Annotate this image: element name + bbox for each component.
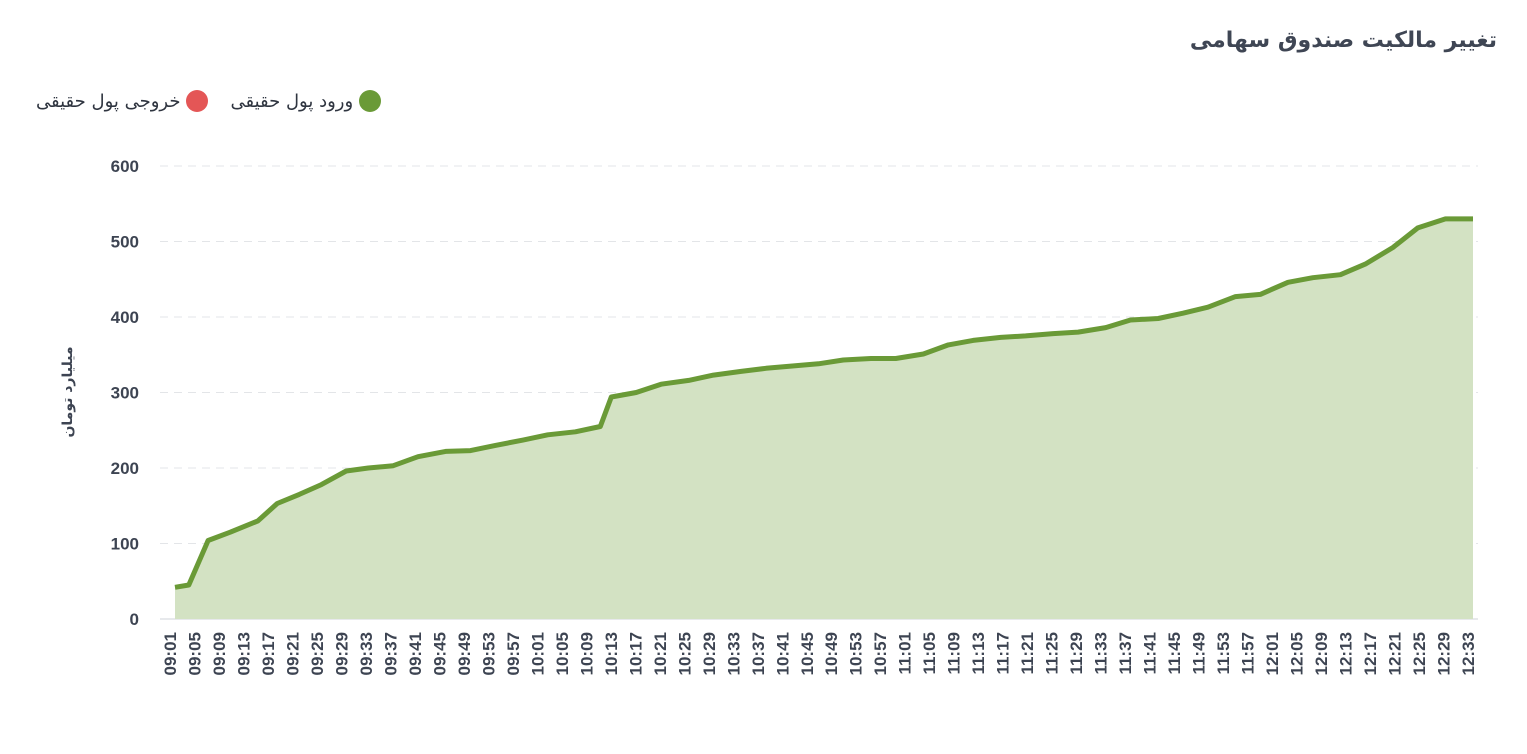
x-tick-label: 10:29: [700, 632, 719, 675]
x-tick-label: 11:57: [1239, 632, 1258, 675]
x-tick-label: 10:05: [553, 632, 572, 675]
x-tick-label: 10:17: [626, 632, 645, 675]
x-tick-label: 10:13: [602, 632, 621, 675]
y-tick-label: 300: [111, 384, 139, 403]
area-fill: [175, 218, 1473, 619]
legend-dot-inflow: [359, 90, 382, 112]
x-tick-label: 09:17: [259, 632, 278, 675]
x-tick-label: 11:05: [920, 632, 939, 675]
x-tick-label: 11:37: [1116, 632, 1135, 675]
x-tick-label: 12:17: [1361, 632, 1380, 675]
x-tick-label: 09:21: [283, 632, 302, 675]
x-tick-label: 11:29: [1067, 632, 1086, 675]
x-tick-label: 10:45: [798, 632, 817, 675]
x-tick-label: 09:45: [430, 632, 449, 675]
x-tick-label: 12:13: [1337, 632, 1356, 675]
x-tick-label: 10:41: [773, 632, 792, 675]
x-tick-label: 10:57: [871, 632, 890, 675]
x-tick-label: 10:25: [675, 632, 694, 675]
x-tick-label: 09:13: [234, 632, 253, 675]
y-tick-label: 0: [130, 610, 139, 629]
legend: ورود پول حقیقی خروجی پول حقیقی: [36, 90, 382, 112]
x-tick-label: 12:01: [1263, 632, 1282, 675]
y-tick-label: 100: [111, 535, 139, 554]
y-axis-label: میلیارد تومان: [60, 346, 76, 437]
y-tick-label: 200: [111, 459, 139, 478]
x-tick-label: 12:09: [1312, 632, 1331, 675]
x-tick-label: 11:17: [994, 632, 1013, 675]
x-tick-label: 11:33: [1092, 632, 1111, 675]
x-tick-label: 09:25: [308, 632, 327, 675]
x-tick-label: 11:53: [1214, 632, 1233, 675]
x-tick-label: 09:09: [210, 632, 229, 675]
x-tick-label: 10:37: [749, 632, 768, 675]
x-tick-label: 11:45: [1165, 632, 1184, 675]
x-tick-label: 10:01: [528, 632, 547, 675]
x-tick-label: 11:49: [1190, 632, 1209, 675]
x-tick-label: 09:33: [357, 632, 376, 675]
x-tick-label: 10:53: [847, 632, 866, 675]
x-tick-label: 10:49: [822, 632, 841, 675]
x-axis-ticks: 09:01 09:05 09:09 09:13 09:17 09:21 09:25 09:29…: [161, 632, 1478, 675]
x-tick-label: 12:25: [1410, 632, 1429, 675]
x-tick-label: 09:01: [161, 632, 180, 675]
x-tick-label: 11:01: [896, 632, 915, 675]
x-tick-label: 09:57: [504, 632, 523, 675]
legend-item-outflow[interactable]: خروجی پول حقیقی: [36, 90, 209, 112]
x-tick-label: 10:09: [577, 632, 596, 675]
x-tick-label: 11:41: [1141, 632, 1160, 675]
x-tick-label: 12:21: [1386, 632, 1405, 675]
x-tick-label: 12:29: [1435, 632, 1454, 675]
y-tick-label: 500: [111, 233, 139, 252]
x-tick-label: 09:53: [479, 632, 498, 675]
x-tick-label: 09:29: [332, 632, 351, 675]
series-line: [174, 216, 1473, 590]
y-tick-label: 600: [111, 157, 139, 176]
x-tick-label: 09:41: [406, 632, 425, 675]
x-tick-label: 11:13: [969, 632, 988, 675]
x-tick-label: 12:33: [1459, 632, 1478, 675]
legend-label-inflow: ورود پول حقیقی: [230, 90, 354, 112]
x-tick-label: 09:05: [185, 632, 204, 675]
x-tick-label: 11:21: [1018, 632, 1037, 675]
x-tick-label: 12:05: [1288, 632, 1307, 675]
x-tick-label: 11:25: [1043, 632, 1062, 675]
x-tick-label: 09:49: [455, 632, 474, 675]
chart-title: تغییر مالکیت صندوق سهامی: [1189, 28, 1497, 53]
x-tick-label: 10:21: [651, 632, 670, 675]
x-tick-label: 11:09: [945, 632, 964, 675]
legend-item-inflow[interactable]: ورود پول حقیقی: [230, 90, 382, 112]
legend-label-outflow: خروجی پول حقیقی: [36, 90, 181, 112]
y-axis-ticks: 0 100 200 300 400 500 600: [111, 157, 139, 629]
y-tick-label: 400: [111, 308, 139, 327]
legend-dot-outflow: [186, 90, 209, 112]
x-tick-label: 09:37: [381, 632, 400, 675]
x-tick-label: 10:33: [724, 632, 743, 675]
